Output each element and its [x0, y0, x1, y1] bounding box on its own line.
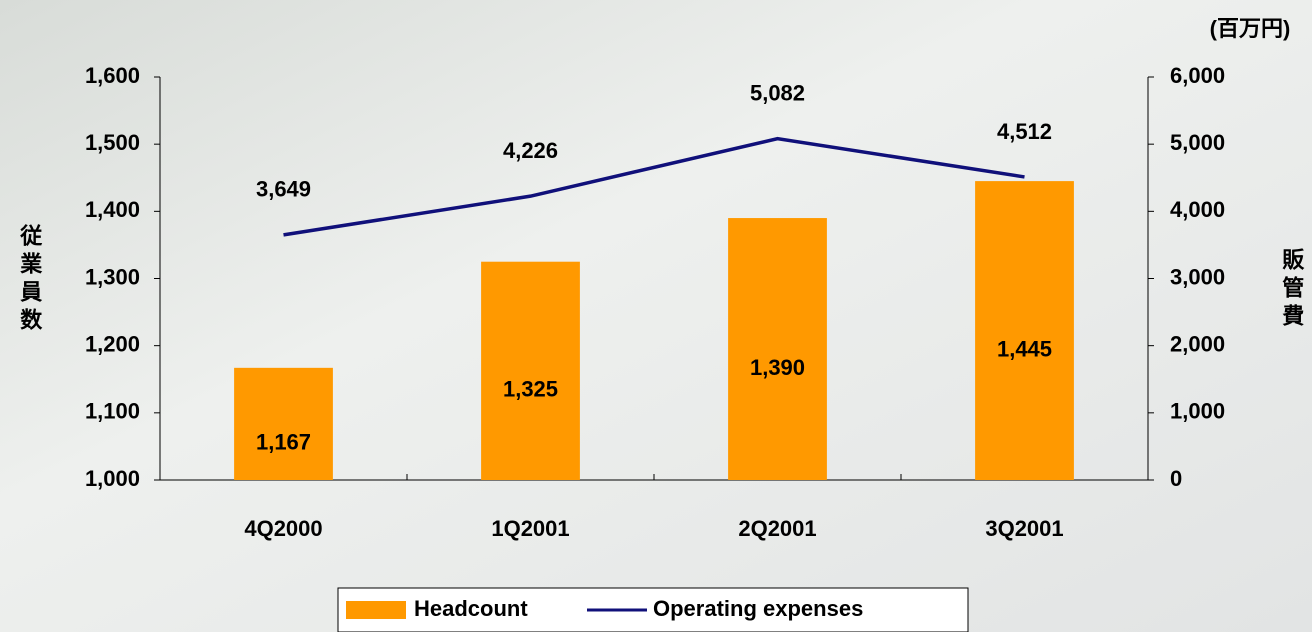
bar: [728, 218, 827, 481]
y-tick-label: 1,300: [85, 264, 140, 289]
line-value-label: 3,649: [256, 177, 311, 202]
bar-value-label: 1,445: [997, 336, 1052, 361]
x-tick-label: 3Q2001: [985, 516, 1063, 541]
y2-tick-label: 2,000: [1170, 331, 1225, 356]
y-tick-label: 1,600: [85, 63, 140, 88]
y2-tick-label: 0: [1170, 466, 1182, 491]
bar-value-label: 1,390: [750, 355, 805, 380]
legend-swatch: [346, 601, 406, 619]
line: [283, 136, 1025, 237]
y-axis-title: 従業員数: [17, 223, 43, 336]
x-tick-label: 1Q2001: [491, 516, 569, 541]
legend-label: Operating expenses: [653, 596, 863, 621]
y-tick-label: 1,100: [85, 399, 140, 424]
y2-axis-title: 販管費: [1279, 248, 1304, 332]
x-tick-label: 2Q2001: [738, 516, 816, 541]
bar-value-label: 1,325: [503, 377, 558, 402]
y-tick-label: 1,000: [85, 466, 140, 491]
y-tick-label: 1,200: [85, 331, 140, 356]
bar: [975, 181, 1074, 480]
y-tick-label: 1,400: [85, 197, 140, 222]
line-value-label: 4,226: [503, 138, 558, 163]
y2-tick-label: 4,000: [1170, 197, 1225, 222]
x-tick-label: 4Q2000: [244, 516, 322, 541]
y-tick-label: 1,500: [85, 130, 140, 155]
bar-value-label: 1,167: [256, 430, 311, 455]
y2-tick-label: 3,000: [1170, 264, 1225, 289]
legend-label: Headcount: [414, 596, 528, 621]
y2-unit: (百万円): [1210, 16, 1291, 41]
bar: [234, 367, 333, 480]
legend: [337, 587, 969, 632]
line-value-label: 4,512: [997, 119, 1052, 144]
y2-tick-label: 1,000: [1170, 399, 1225, 424]
y2-tick-label: 6,000: [1170, 63, 1225, 88]
bar: [481, 261, 580, 480]
line-value-label: 5,082: [750, 80, 805, 105]
y2-tick-label: 5,000: [1170, 130, 1225, 155]
